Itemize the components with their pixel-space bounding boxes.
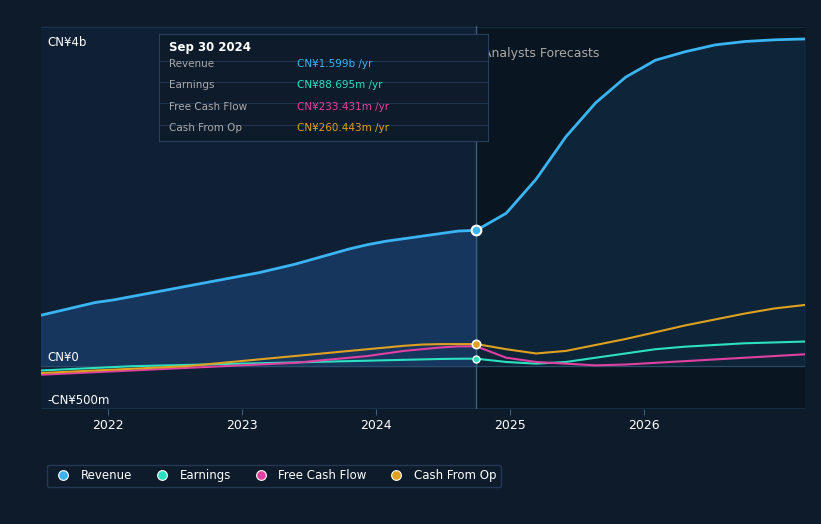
Text: -CN¥500m: -CN¥500m	[48, 394, 110, 407]
Text: Free Cash Flow: Free Cash Flow	[169, 102, 247, 112]
Text: Past: Past	[443, 47, 470, 60]
Bar	[41, 26, 476, 409]
Text: CN¥260.443m /yr: CN¥260.443m /yr	[297, 123, 389, 133]
Text: CN¥233.431m /yr: CN¥233.431m /yr	[297, 102, 389, 112]
Text: CN¥1.599b /yr: CN¥1.599b /yr	[297, 59, 373, 69]
Text: Cash From Op: Cash From Op	[169, 123, 242, 133]
Legend: Revenue, Earnings, Free Cash Flow, Cash From Op: Revenue, Earnings, Free Cash Flow, Cash …	[47, 465, 501, 487]
Text: CN¥4b: CN¥4b	[48, 36, 87, 49]
Text: Sep 30 2024: Sep 30 2024	[169, 41, 251, 54]
Text: Analysts Forecasts: Analysts Forecasts	[483, 47, 599, 60]
Bar	[476, 26, 805, 409]
Text: Earnings: Earnings	[169, 80, 215, 90]
Text: CN¥0: CN¥0	[48, 351, 80, 364]
Text: Revenue: Revenue	[169, 59, 214, 69]
Text: CN¥88.695m /yr: CN¥88.695m /yr	[297, 80, 383, 90]
